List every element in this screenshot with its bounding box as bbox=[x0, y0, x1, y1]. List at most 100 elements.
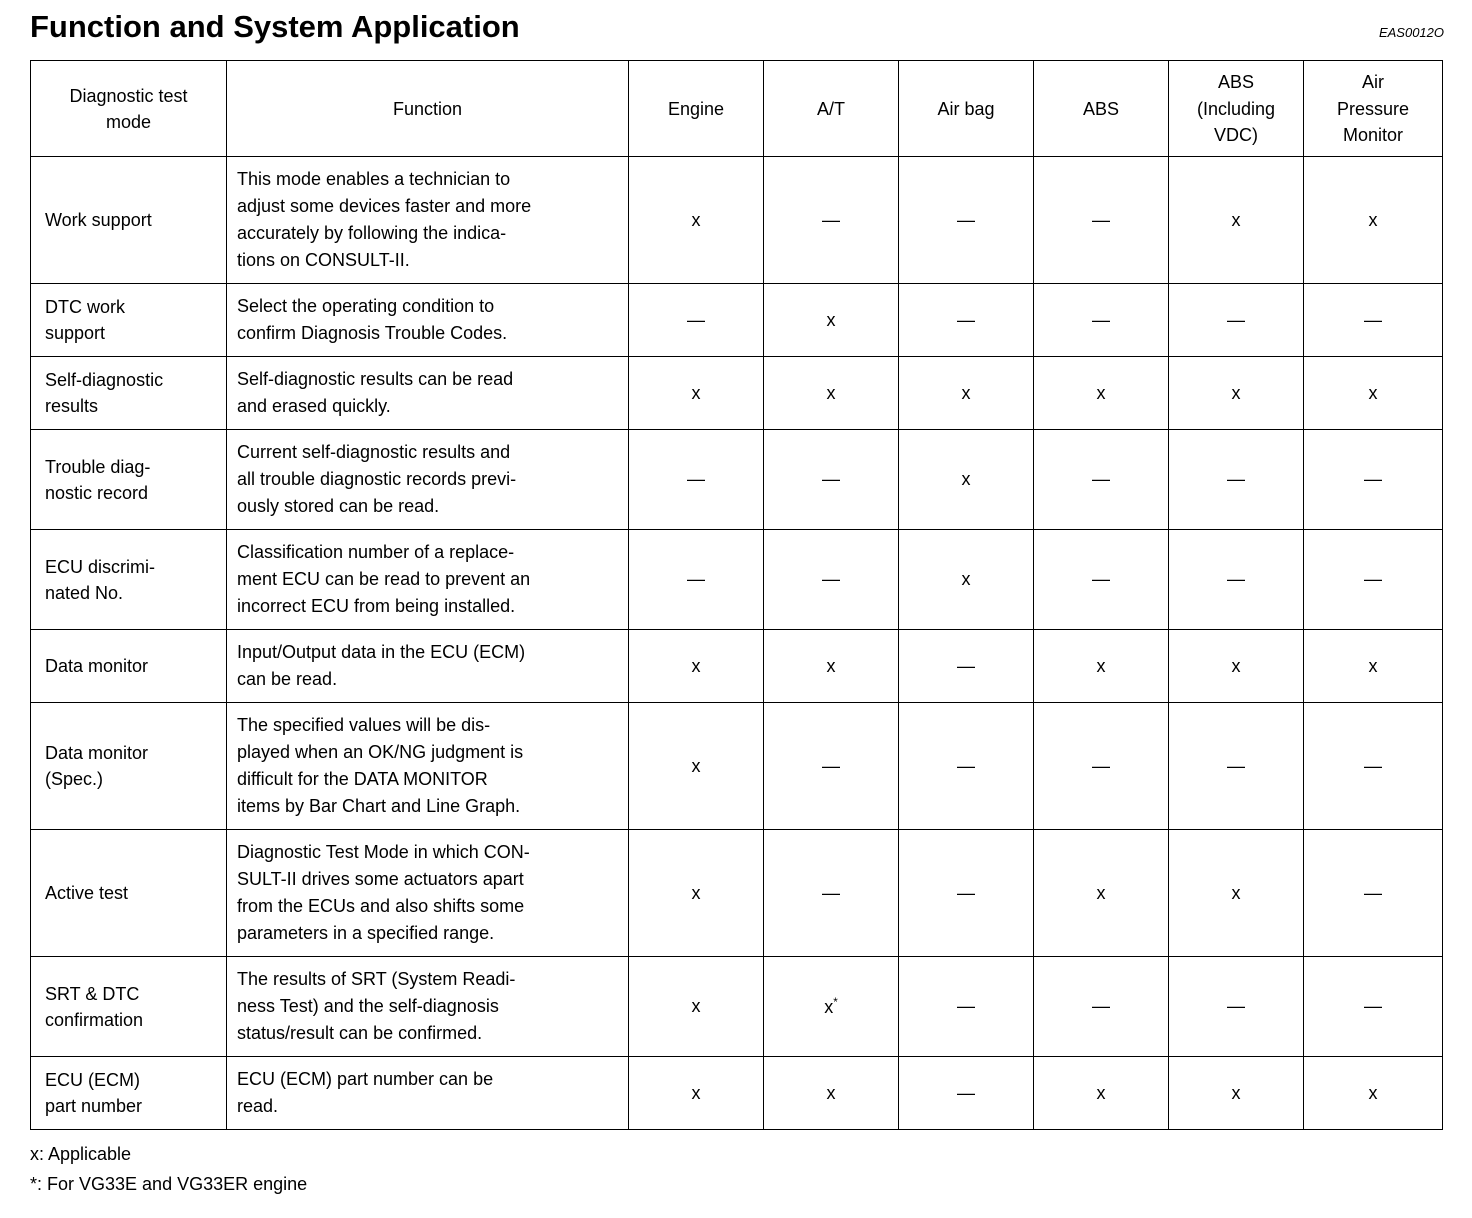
applicability-cell: x bbox=[1168, 156, 1304, 285]
applicability-cell: — bbox=[1168, 702, 1304, 831]
page-title: Function and System Application bbox=[30, 9, 520, 44]
applicability-cell: — bbox=[1168, 529, 1304, 631]
applicability-cell: — bbox=[1303, 529, 1443, 631]
function-cell: The specified values will be dis- played… bbox=[226, 702, 629, 831]
table-row: Trouble diag- nostic record Current self-… bbox=[30, 429, 1443, 531]
applicability-cell: — bbox=[628, 529, 764, 631]
function-cell: ECU (ECM) part number can be read. bbox=[226, 1056, 629, 1131]
column-header: ABS (Including VDC) bbox=[1168, 60, 1304, 158]
applicability-cell: — bbox=[898, 629, 1034, 704]
applicability-cell: x bbox=[1168, 629, 1304, 704]
applicability-cell: — bbox=[1303, 956, 1443, 1058]
applicability-cell: — bbox=[898, 702, 1034, 831]
column-header: Air bag bbox=[898, 60, 1034, 158]
applicability-cell: — bbox=[898, 156, 1034, 285]
function-cell: Diagnostic Test Mode in which CON- SULT-… bbox=[226, 829, 629, 958]
function-cell: This mode enables a technician to adjust… bbox=[226, 156, 629, 285]
applicability-cell: x bbox=[628, 829, 764, 958]
table-row: Data monitor Input/Output data in the ECU… bbox=[30, 629, 1443, 704]
table-row: Active test Diagnostic Test Mode in which… bbox=[30, 829, 1443, 958]
function-cell: Input/Output data in the ECU (ECM) can b… bbox=[226, 629, 629, 704]
mode-cell: ECU discrimi- nated No. bbox=[30, 529, 227, 631]
applicability-cell: x bbox=[1303, 356, 1443, 431]
applicability-cell: — bbox=[898, 829, 1034, 958]
mode-cell: Active test bbox=[30, 829, 227, 958]
applicability-cell: x bbox=[628, 629, 764, 704]
applicability-cell: — bbox=[898, 283, 1034, 358]
table-row: DTC work support Select the operating con… bbox=[30, 283, 1443, 358]
table-row: SRT & DTC confirmation The results of SRT… bbox=[30, 956, 1443, 1058]
applicability-cell: — bbox=[1033, 702, 1169, 831]
applicability-cell: — bbox=[1303, 702, 1443, 831]
table-row: ECU discrimi- nated No. Classification nu… bbox=[30, 529, 1443, 631]
applicability-cell: — bbox=[1033, 283, 1169, 358]
table-row: Self-diagnostic results Self-diagnostic r… bbox=[30, 356, 1443, 431]
applicability-cell: x bbox=[1303, 156, 1443, 285]
column-header: Diagnostic test mode bbox=[30, 60, 227, 158]
page-header: Function and System Application EAS0012O bbox=[30, 9, 1444, 44]
mode-cell: Trouble diag- nostic record bbox=[30, 429, 227, 531]
applicability-cell: — bbox=[1303, 283, 1443, 358]
function-system-table: Diagnostic test mode Function Engine A/T Air… bbox=[30, 60, 1443, 1131]
footnotes: x: Applicable *: For VG33E and VG33ER en… bbox=[30, 1140, 1444, 1199]
column-header: ABS bbox=[1033, 60, 1169, 158]
applicability-cell: — bbox=[1033, 956, 1169, 1058]
mode-cell: SRT & DTC confirmation bbox=[30, 956, 227, 1058]
mode-cell: Data monitor bbox=[30, 629, 227, 704]
applicability-cell: — bbox=[1033, 529, 1169, 631]
applicability-cell: x bbox=[763, 356, 899, 431]
applicability-cell: x bbox=[898, 356, 1034, 431]
applicability-cell: x bbox=[628, 156, 764, 285]
applicability-cell: x bbox=[763, 1056, 899, 1131]
column-header: A/T bbox=[763, 60, 899, 158]
function-cell: Classification number of a replace- ment… bbox=[226, 529, 629, 631]
function-cell: Current self-diagnostic results and all … bbox=[226, 429, 629, 531]
applicability-cell: — bbox=[1168, 956, 1304, 1058]
applicability-cell: x bbox=[1033, 1056, 1169, 1131]
applicability-cell: x bbox=[1168, 1056, 1304, 1131]
applicability-cell: x bbox=[628, 356, 764, 431]
applicability-cell: x bbox=[898, 529, 1034, 631]
function-cell: The results of SRT (System Readi- ness T… bbox=[226, 956, 629, 1058]
column-header: Engine bbox=[628, 60, 764, 158]
applicability-cell: x bbox=[1033, 629, 1169, 704]
mode-cell: DTC work support bbox=[30, 283, 227, 358]
applicability-cell: — bbox=[1033, 156, 1169, 285]
footnote-applicable: x: Applicable bbox=[30, 1144, 132, 1165]
applicability-cell: — bbox=[1033, 429, 1169, 531]
applicability-cell: x bbox=[1303, 629, 1443, 704]
applicability-cell: x* bbox=[763, 956, 899, 1058]
applicability-cell: x bbox=[1303, 1056, 1443, 1131]
applicability-cell: x bbox=[628, 702, 764, 831]
applicability-cell: x bbox=[628, 1056, 764, 1131]
column-header: Function bbox=[226, 60, 629, 158]
function-cell: Select the operating condition to confir… bbox=[226, 283, 629, 358]
footnote-engine-note: *: For VG33E and VG33ER engine bbox=[30, 1173, 308, 1194]
applicability-cell: — bbox=[763, 702, 899, 831]
doc-code: EAS0012O bbox=[1378, 25, 1444, 41]
mode-cell: Self-diagnostic results bbox=[30, 356, 227, 431]
applicability-cell: — bbox=[898, 956, 1034, 1058]
applicability-cell: x bbox=[1033, 829, 1169, 958]
applicability-cell: — bbox=[898, 1056, 1034, 1131]
function-cell: Self-diagnostic results can be read and … bbox=[226, 356, 629, 431]
applicability-cell: — bbox=[1303, 429, 1443, 531]
applicability-cell: — bbox=[763, 429, 899, 531]
applicability-cell: x bbox=[628, 956, 764, 1058]
mode-cell: ECU (ECM) part number bbox=[30, 1056, 227, 1131]
applicability-cell: — bbox=[1168, 283, 1304, 358]
table-row: ECU (ECM) part number ECU (ECM) part numb… bbox=[30, 1056, 1443, 1131]
applicability-cell: x bbox=[763, 283, 899, 358]
applicability-cell: x bbox=[763, 629, 899, 704]
applicability-cell: x bbox=[898, 429, 1034, 531]
applicability-cell: x bbox=[1033, 356, 1169, 431]
applicability-cell: — bbox=[628, 283, 764, 358]
table-row: Work support This mode enables a technici… bbox=[30, 156, 1443, 285]
applicability-cell: x bbox=[1168, 829, 1304, 958]
applicability-cell: — bbox=[1168, 429, 1304, 531]
applicability-cell: — bbox=[763, 156, 899, 285]
mode-cell: Work support bbox=[30, 156, 227, 285]
table-row: Data monitor (Spec.) The specified values… bbox=[30, 702, 1443, 831]
mode-cell: Data monitor (Spec.) bbox=[30, 702, 227, 831]
